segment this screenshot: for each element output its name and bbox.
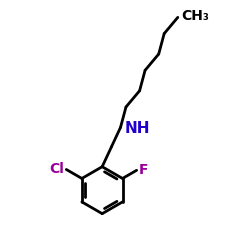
Text: CH₃: CH₃ [181, 9, 209, 23]
Text: Cl: Cl [50, 162, 64, 176]
Text: F: F [138, 163, 148, 177]
Text: NH: NH [124, 120, 150, 136]
